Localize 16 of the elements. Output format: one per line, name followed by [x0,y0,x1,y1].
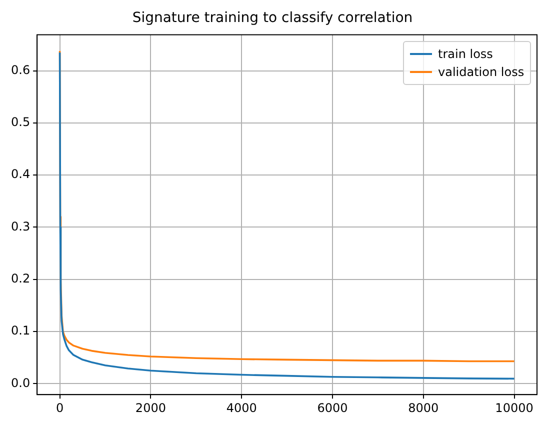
y-tick-label: 0.5 [10,115,30,130]
y-tick-label: 0.0 [10,376,30,390]
y-tick-label: 0.1 [10,324,30,338]
x-tick-label: 2000 [135,400,166,415]
y-tick-label: 0.6 [10,62,30,77]
y-tick-label: 0.3 [10,219,30,234]
x-tick-label: 4000 [226,400,257,415]
chart-title: Signature training to classify correlation [132,10,413,26]
x-tick-label: 0 [56,400,64,415]
x-tick-label: 10000 [495,400,534,415]
legend-label: validation loss [438,64,524,81]
y-tick-label: 0.4 [10,167,30,182]
x-tick-label: 6000 [317,400,348,415]
legend-label: train loss [438,46,493,63]
x-tick-label: 8000 [408,400,439,415]
y-tick-label: 0.2 [10,271,30,286]
